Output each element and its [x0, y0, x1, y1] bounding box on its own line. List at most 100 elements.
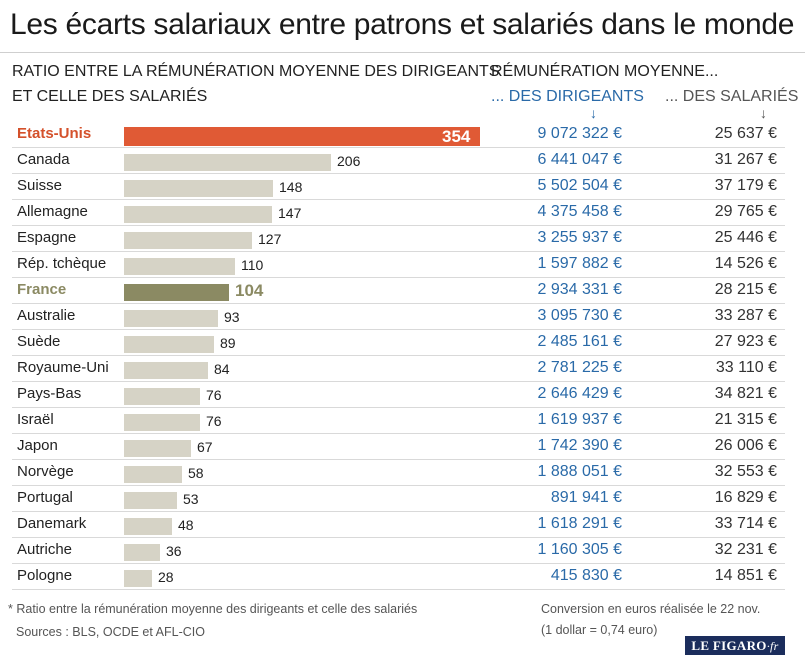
employee-pay-value: 27 923 €	[714, 333, 777, 350]
footnote: * Ratio entre la rémunération moyenne de…	[8, 602, 418, 616]
ratio-bar	[124, 310, 218, 327]
employee-pay-value: 33 110 €	[715, 359, 777, 376]
ratio-bar	[124, 180, 273, 197]
ratio-value-label: 48	[178, 517, 194, 533]
table-row: Allemagne 147 4 375 458 € 29 765 €	[0, 200, 805, 226]
employee-pay-value: 33 714 €	[714, 515, 777, 532]
row-divider	[12, 173, 785, 174]
country-label: Allemagne	[17, 203, 88, 220]
row-divider	[12, 589, 785, 590]
table-row: Norvège 58 1 888 051 € 32 553 €	[0, 460, 805, 486]
title-divider	[0, 52, 805, 53]
ratio-bar	[124, 258, 235, 275]
row-divider	[12, 225, 785, 226]
table-row: Pologne 28 415 830 € 14 851 €	[0, 564, 805, 590]
ratio-value-label: 67	[197, 439, 213, 455]
employee-pay-value: 28 215 €	[714, 281, 777, 298]
ceo-pay-value: 1 619 937 €	[537, 411, 622, 428]
ceo-pay-value: 1 618 291 €	[537, 515, 622, 532]
employee-pay-value: 32 231 €	[714, 541, 777, 558]
employee-pay-value: 29 765 €	[714, 203, 777, 220]
employee-pay-value: 25 446 €	[714, 229, 777, 246]
table-row: Australie 93 3 095 730 € 33 287 €	[0, 304, 805, 330]
country-label: Suède	[17, 333, 61, 350]
row-divider	[12, 199, 785, 200]
employee-pay-value: 25 637 €	[714, 125, 777, 142]
logo-text: LE FIGARO	[691, 638, 767, 653]
ratio-bar	[124, 388, 200, 405]
ratio-value-label: 58	[188, 465, 204, 481]
country-label: Norvège	[17, 463, 74, 480]
ratio-header-line-1: RATIO ENTRE LA RÉMUNÉRATION MOYENNE DES …	[12, 63, 500, 80]
ratio-value-label: 36	[166, 543, 182, 559]
ratio-bar	[124, 127, 480, 146]
ceo-pay-value: 4 375 458 €	[537, 203, 622, 220]
table-row: Israël 76 1 619 937 € 21 315 €	[0, 408, 805, 434]
row-divider	[12, 147, 785, 148]
ratio-bar	[124, 206, 272, 223]
ceo-pay-value: 2 646 429 €	[537, 385, 622, 402]
employee-pay-value: 16 829 €	[714, 489, 777, 506]
row-divider	[12, 459, 785, 460]
row-divider	[12, 355, 785, 356]
country-label: Autriche	[17, 541, 73, 558]
row-divider	[12, 511, 785, 512]
row-divider	[12, 329, 785, 330]
ratio-bar	[124, 336, 214, 353]
employee-arrow-icon: ↓	[760, 105, 767, 121]
employee-pay-value: 37 179 €	[714, 177, 777, 194]
country-label: Israël	[17, 411, 54, 428]
ratio-value-label: 354	[442, 127, 471, 146]
ceo-pay-value: 415 830 €	[550, 567, 622, 584]
pay-header: RÉMUNÉRATION MOYENNE...	[491, 63, 719, 80]
ratio-value-label: 104	[235, 281, 264, 300]
row-divider	[12, 277, 785, 278]
country-label: Canada	[17, 151, 70, 168]
ratio-header-line-2: ET CELLE DES SALARIÉS	[12, 88, 208, 105]
row-divider	[12, 433, 785, 434]
ratio-bar	[124, 466, 182, 483]
ceo-pay-value: 9 072 322 €	[537, 125, 622, 142]
ratio-bar	[124, 570, 152, 587]
employee-pay-value: 14 526 €	[714, 255, 777, 272]
row-divider	[12, 485, 785, 486]
conversion-note-line-2: (1 dollar = 0,74 euro)	[541, 623, 658, 637]
table-row: Suède 89 2 485 161 € 27 923 €	[0, 330, 805, 356]
country-label: France	[17, 281, 67, 298]
ratio-value-label: 148	[279, 179, 303, 195]
ceo-pay-value: 1 597 882 €	[537, 255, 622, 272]
ceo-pay-value: 1 160 305 €	[537, 541, 622, 558]
ceo-arrow-icon: ↓	[590, 105, 597, 121]
country-label: Rép. tchèque	[17, 255, 107, 272]
row-divider	[12, 381, 785, 382]
country-label: Etats-Unis	[17, 125, 92, 142]
ratio-value-label: 76	[206, 413, 222, 429]
table-row: France 104 2 934 331 € 28 215 €	[0, 278, 805, 304]
le-figaro-logo: LE FIGARO·fr	[685, 636, 785, 655]
employee-pay-header: ... DES SALARIÉS	[665, 88, 799, 105]
table-row: Suisse 148 5 502 504 € 37 179 €	[0, 174, 805, 200]
ratio-value-label: 110	[241, 257, 264, 273]
ceo-pay-value: 891 941 €	[550, 489, 622, 506]
ratio-value-label: 53	[183, 491, 199, 507]
country-label: Portugal	[17, 489, 73, 506]
row-divider	[12, 563, 785, 564]
country-label: Pologne	[17, 567, 73, 584]
ceo-pay-value: 1 888 051 €	[537, 463, 622, 480]
ceo-pay-value: 2 781 225 €	[537, 359, 622, 376]
ratio-value-label: 93	[224, 309, 240, 325]
ratio-bar	[124, 232, 252, 249]
ratio-bar	[124, 518, 172, 535]
country-label: Japon	[17, 437, 58, 454]
country-label: Danemark	[17, 515, 87, 532]
ratio-bar	[124, 544, 160, 561]
conversion-note-line-1: Conversion en euros réalisée le 22 nov.	[541, 602, 761, 616]
logo-suffix: ·fr	[766, 639, 779, 653]
employee-pay-value: 14 851 €	[714, 567, 777, 584]
ratio-value-label: 76	[206, 387, 222, 403]
table-row: Royaume-Uni 84 2 781 225 € 33 110 €	[0, 356, 805, 382]
row-divider	[12, 537, 785, 538]
employee-pay-value: 21 315 €	[714, 411, 777, 428]
table-row: Canada 206 6 441 047 € 31 267 €	[0, 148, 805, 174]
employee-pay-value: 32 553 €	[714, 463, 777, 480]
